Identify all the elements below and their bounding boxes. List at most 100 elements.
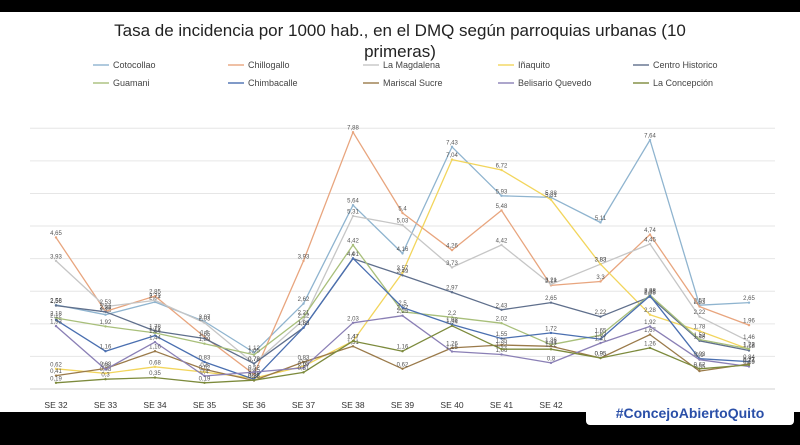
- data-label: 3,18: [545, 279, 557, 285]
- data-point: [54, 318, 58, 322]
- data-label: 2,85: [149, 290, 161, 296]
- data-label: 1,72: [545, 326, 557, 332]
- data-label: 0,83: [298, 355, 310, 361]
- data-point: [698, 358, 701, 361]
- data-label: 0,78: [248, 357, 260, 363]
- data-label: 1,94: [446, 319, 458, 325]
- data-point: [104, 372, 107, 375]
- data-point: [747, 360, 751, 363]
- data-label: 0,83: [199, 355, 211, 361]
- data-point: [401, 306, 404, 309]
- data-label: 5,93: [496, 189, 508, 195]
- data-label: 4,65: [50, 231, 62, 237]
- data-label: 7,64: [644, 134, 656, 140]
- data-point: [351, 243, 355, 247]
- data-point: [351, 214, 355, 218]
- data-label: 2,38: [100, 305, 112, 311]
- legend-label: Mariscal Sucre: [383, 78, 443, 88]
- data-point: [500, 243, 503, 247]
- data-label: 2,18: [50, 311, 62, 317]
- chart-title: Tasa de incidencia por 1000 hab., en el …: [114, 21, 686, 61]
- x-tick-label: SE 37: [292, 400, 315, 410]
- data-point: [500, 348, 503, 351]
- data-label: 2,37: [100, 305, 112, 311]
- data-label: 0,51: [298, 366, 310, 372]
- data-label: 3,57: [397, 266, 409, 272]
- data-point: [599, 356, 602, 360]
- data-point: [153, 365, 157, 369]
- data-label: 0,27: [248, 374, 260, 380]
- data-label: 5,11: [595, 216, 607, 222]
- data-point: [401, 271, 404, 274]
- data-label: 1,23: [743, 342, 755, 348]
- data-point: [401, 349, 404, 353]
- data-point: [54, 374, 58, 377]
- data-label: 2,28: [644, 308, 656, 314]
- data-label: 0,62: [397, 362, 409, 368]
- hashtag-badge: #ConcejoAbiertoQuito: [586, 401, 794, 425]
- data-point: [747, 340, 751, 343]
- data-label: 0,9: [695, 353, 704, 359]
- data-label: 2,43: [496, 303, 508, 309]
- data-label: 1,39: [199, 337, 211, 343]
- x-tick-label: SE 40: [440, 400, 463, 410]
- data-point: [599, 337, 602, 341]
- data-label: 1,46: [743, 335, 755, 341]
- data-label: 1,72: [149, 326, 161, 332]
- data-label: 1,22: [496, 343, 508, 349]
- data-point: [549, 345, 553, 348]
- data-point: [153, 334, 157, 337]
- data-point: [104, 325, 107, 328]
- data-label: 1,26: [446, 341, 458, 347]
- data-label: 4,45: [644, 237, 656, 243]
- data-label: 2,67: [149, 295, 161, 301]
- x-tick-label: SE 32: [44, 400, 67, 410]
- data-label: 1,98: [446, 318, 458, 324]
- data-label: 2,03: [199, 316, 211, 322]
- data-point: [500, 343, 503, 347]
- x-tick-label: SE 41: [490, 400, 513, 410]
- data-label: 3,93: [298, 254, 310, 260]
- data-point: [401, 314, 404, 317]
- data-label: 1,55: [496, 332, 508, 338]
- data-point: [54, 236, 58, 239]
- x-tick-label: SE 42: [539, 400, 562, 410]
- data-point: [450, 248, 454, 252]
- data-label: 0,41: [50, 369, 62, 375]
- data-label: 1,65: [595, 329, 607, 335]
- data-label: 0,45: [248, 368, 260, 374]
- data-label: 0,69: [743, 360, 755, 366]
- data-point: [401, 223, 404, 227]
- data-label: 2,25: [397, 309, 409, 315]
- data-point: [549, 348, 553, 351]
- data-label: 1,53: [595, 333, 607, 339]
- data-point: [698, 369, 701, 373]
- data-label: 1,26: [644, 341, 656, 347]
- data-label: 6,72: [496, 164, 508, 170]
- data-label: 0,84: [743, 355, 755, 361]
- data-point: [599, 221, 602, 224]
- data-label: 1,16: [397, 345, 409, 351]
- data-label: 3,3: [596, 275, 605, 281]
- legend-label: La Magdalena: [383, 60, 440, 70]
- data-point: [302, 326, 305, 329]
- data-point: [549, 196, 553, 199]
- data-point: [450, 346, 454, 350]
- data-label: 2,12: [50, 313, 62, 319]
- data-point: [153, 294, 157, 298]
- legend-label: Guamani: [113, 78, 150, 88]
- data-label: 2,07: [199, 315, 211, 321]
- x-tick-label: SE 34: [143, 400, 166, 410]
- data-point: [401, 252, 404, 255]
- data-label: 5,64: [347, 199, 359, 205]
- data-label: 4: [351, 252, 355, 258]
- data-label: 3,93: [50, 254, 62, 260]
- data-label: 1,93: [50, 320, 62, 326]
- data-point: [648, 242, 652, 246]
- data-point: [153, 331, 157, 335]
- data-point: [450, 324, 454, 327]
- data-label: 1,47: [347, 335, 359, 341]
- data-point: [302, 318, 305, 322]
- data-label: 1,52: [694, 333, 706, 339]
- data-label: 3,21: [545, 278, 557, 284]
